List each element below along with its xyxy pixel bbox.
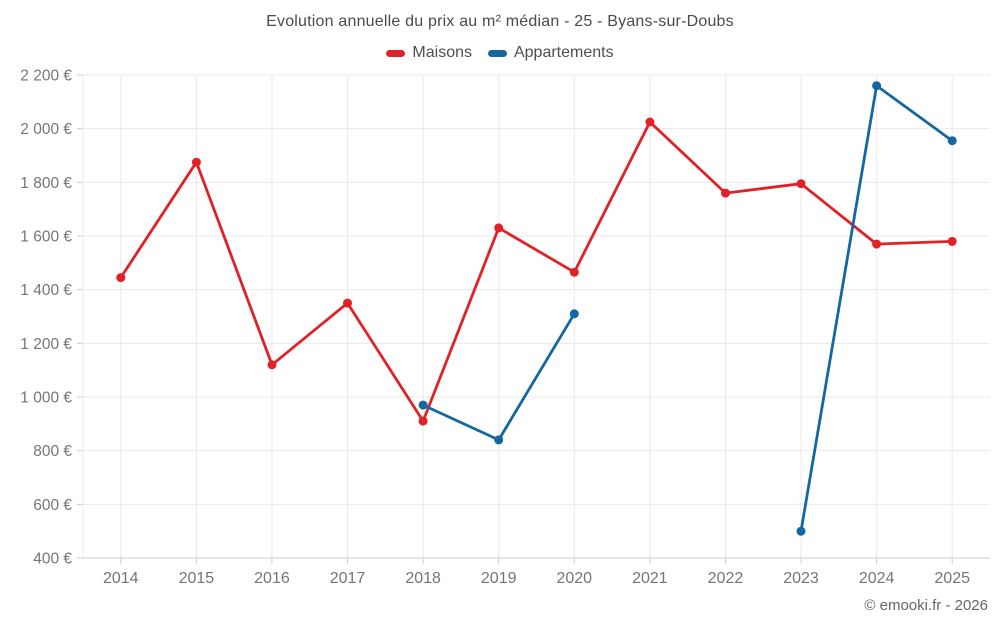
maisons-point-2023[interactable]	[796, 179, 806, 189]
legend-item-appartements[interactable]: Appartements	[487, 44, 614, 62]
maisons-point-2017[interactable]	[343, 298, 352, 308]
y-axis-label: 1 400 €	[20, 282, 72, 299]
x-axis-label: 2020	[556, 570, 592, 587]
chart-title: Evolution annuelle du prix au m² médian …	[266, 13, 734, 30]
maisons-point-2019[interactable]	[494, 223, 504, 233]
copyright-text: © emooki.fr - 2026	[864, 597, 988, 614]
x-axis-label: 2024	[859, 570, 895, 587]
x-axis-label: 2019	[481, 570, 517, 587]
appartements-point-2019[interactable]	[494, 435, 504, 445]
x-axis-label: 2022	[708, 570, 744, 587]
appartements-line	[421, 84, 954, 533]
appartements-point-2023[interactable]	[796, 526, 806, 536]
y-axis-label: 400 €	[33, 551, 72, 568]
appartements-point-2018[interactable]	[418, 400, 428, 410]
y-axis-label: 1 000 €	[20, 390, 72, 407]
x-axis-label: 2015	[179, 570, 215, 587]
x-axis-label: 2025	[934, 570, 970, 587]
maisons-point-2024[interactable]	[872, 239, 882, 249]
y-axis-label: 2 000 €	[20, 121, 72, 138]
maisons-legend-swatch	[386, 49, 406, 57]
maisons-point-2015[interactable]	[191, 157, 201, 167]
legend-label-maisons: Maisons	[412, 44, 472, 61]
x-axis-label: 2023	[783, 570, 819, 587]
y-axis-label: 1 800 €	[20, 175, 72, 192]
y-axis-label: 600 €	[33, 497, 72, 514]
legend-item-maisons[interactable]: Maisons	[386, 44, 472, 62]
maisons-point-2022[interactable]	[721, 188, 730, 198]
maisons-point-2014[interactable]	[116, 273, 126, 283]
maisons-point-2021[interactable]	[645, 117, 655, 127]
y-axis-label: 800 €	[33, 443, 72, 460]
y-axis-label: 1 200 €	[20, 336, 72, 353]
chart-legend: Maisons Appartements	[0, 44, 1000, 62]
x-axis-label: 2021	[632, 570, 668, 587]
x-axis-label: 2017	[330, 570, 366, 587]
x-axis-label: 2016	[254, 570, 290, 587]
maisons-point-2020[interactable]	[569, 267, 579, 277]
appartements-point-2025[interactable]	[947, 136, 957, 146]
y-axis-label: 1 600 €	[20, 229, 72, 246]
appartements-legend-swatch	[487, 49, 507, 57]
maisons-point-2025[interactable]	[947, 236, 957, 246]
y-axis-label: 2 200 €	[20, 68, 72, 85]
maisons-point-2018[interactable]	[418, 416, 428, 426]
legend-label-appartements: Appartements	[513, 44, 614, 61]
maisons-point-2016[interactable]	[267, 360, 277, 370]
appartements-point-2024[interactable]	[872, 81, 882, 91]
x-axis-label: 2018	[405, 570, 441, 587]
maisons-line	[119, 120, 954, 423]
appartements-point-2020[interactable]	[569, 309, 579, 319]
x-axis-label: 2014	[103, 570, 139, 587]
